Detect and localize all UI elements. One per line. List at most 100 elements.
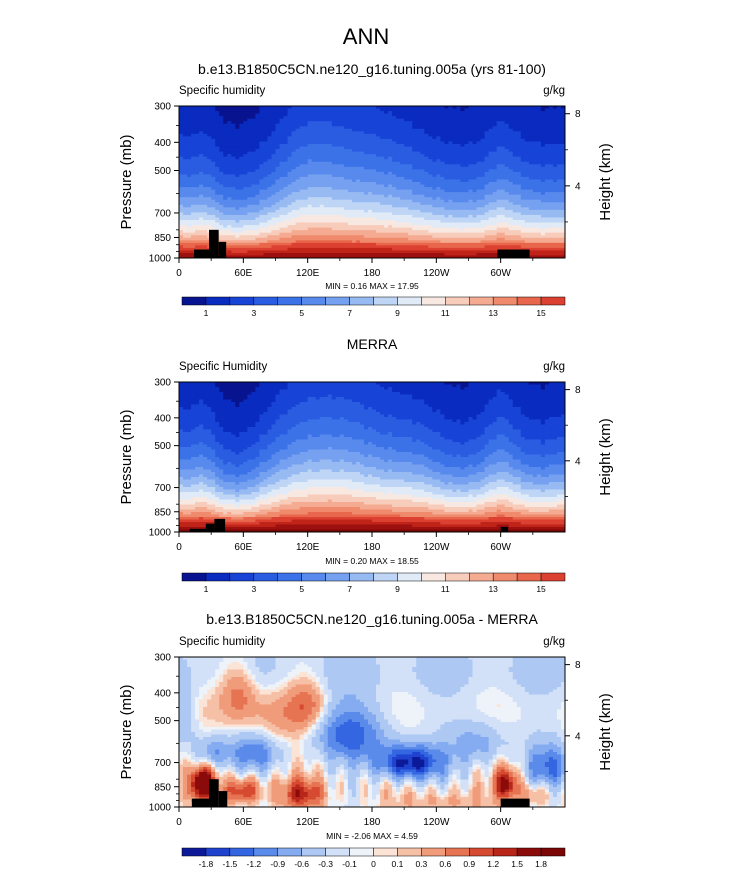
contour-fill-cell: [255, 194, 273, 198]
contour-fill-cell: [416, 794, 421, 798]
contour-fill-cell: [311, 729, 317, 733]
contour-fill-cell: [259, 489, 273, 493]
contour-fill-cell: [243, 707, 285, 711]
contour-fill-cell: [271, 749, 285, 753]
contour-fill-cell: [508, 472, 526, 476]
contour-fill-cell: [291, 482, 365, 486]
contour-fill-cell: [331, 469, 341, 473]
contour-fill-cell: [247, 684, 256, 688]
contour-fill-cell: [243, 689, 252, 693]
contour-fill-cell: [520, 432, 565, 436]
contour-fill-cell: [351, 794, 357, 798]
contour-fill-cell: [331, 722, 345, 726]
contour-fill-cell: [287, 689, 317, 693]
contour-fill-cell: [428, 171, 486, 175]
contour-fill-cell: [331, 747, 349, 751]
contour-fill-cell: [255, 657, 277, 661]
contour-fill-cell: [323, 772, 329, 776]
contour-fill-cell: [287, 409, 377, 413]
contour-fill-cell: [323, 699, 329, 703]
contour-fill-cell: [428, 767, 445, 771]
contour-fill-cell: [376, 242, 565, 246]
contour-fill-cell: [235, 156, 240, 160]
contour-fill-cell: [187, 787, 192, 791]
contour-fill-cell: [412, 694, 441, 698]
contour-fill-cell: [444, 417, 470, 421]
contour-fill-cell: [323, 794, 329, 798]
contour-fill-cell: [299, 214, 345, 219]
contour-fill-cell: [376, 409, 433, 413]
contour-fill-cell: [440, 724, 490, 728]
contour-fill-cell: [347, 794, 353, 798]
contour-fill-cell: [560, 767, 565, 771]
contour-fill-cell: [432, 497, 486, 501]
contour-fill-cell: [219, 457, 256, 461]
contour-fill-cell: [372, 519, 565, 523]
contour-fill-cell: [488, 128, 514, 132]
contour-fill-cell: [191, 724, 200, 728]
terrain-mask: [194, 249, 210, 258]
contour-fill-cell: [380, 672, 417, 676]
contour-fill-cell: [392, 744, 405, 748]
contour-fill-cell: [492, 397, 510, 401]
contour-fill-cell: [452, 784, 458, 788]
contour-fill-cell: [432, 469, 486, 473]
contour-fill-cell: [251, 507, 273, 511]
contour-fill-cell: [496, 794, 510, 798]
contour-fill-cell: [299, 672, 309, 676]
contour-fill-cell: [548, 784, 554, 788]
contour-fill-cell: [271, 217, 293, 221]
contour-fill-cell: [279, 392, 401, 396]
contour-fill-cell: [363, 209, 369, 213]
contour-fill-cell: [327, 742, 341, 746]
contour-fill-cell: [404, 144, 462, 148]
contour-fill-cell: [291, 519, 373, 523]
contour-fill-cell: [291, 106, 377, 110]
contour-fill-cell: [199, 217, 204, 221]
contour-fill-cell: [323, 787, 329, 791]
colorbar-label: 5: [299, 584, 304, 594]
contour-fill-cell: [464, 227, 498, 231]
contour-fill-cell: [380, 669, 413, 673]
contour-fill-cell: [195, 754, 212, 758]
contour-fill-cell: [416, 672, 474, 676]
contour-fill-cell: [303, 762, 309, 766]
contour-fill-cell: [452, 772, 462, 776]
contour-fill-cell: [544, 799, 550, 803]
contour-fill-cell: [420, 151, 490, 155]
contour-fill-cell: [524, 742, 550, 746]
contour-fill-cell: [327, 757, 337, 761]
contour-fill-cell: [215, 764, 228, 768]
contour-fill-cell: [452, 757, 462, 761]
contour-fill-cell: [343, 164, 413, 168]
contour-fill-cell: [255, 789, 261, 793]
contour-fill-cell: [496, 472, 510, 476]
contour-fill-cell: [319, 709, 325, 713]
contour-fill-cell: [440, 479, 482, 483]
contour-fill-cell: [440, 784, 445, 788]
contour-fill-cell: [303, 769, 309, 773]
contour-fill-cell: [303, 662, 325, 666]
contour-fill-cell: [223, 742, 236, 746]
contour-fill-cell: [520, 784, 526, 788]
contour-fill-cell: [540, 439, 546, 443]
contour-fill-cell: [560, 772, 565, 776]
contour-fill-cell: [227, 769, 232, 773]
contour-fill-cell: [532, 189, 565, 193]
contour-fill-cell: [412, 214, 445, 219]
contour-fill-cell: [231, 689, 244, 693]
contour-fill-cell: [351, 462, 357, 466]
contour-fill-cell: [223, 669, 228, 673]
contour-fill-cell: [560, 414, 565, 418]
colorbar-swatch: [516, 296, 542, 306]
contour-fill-cell: [283, 197, 309, 201]
contour-fill-cell: [235, 474, 240, 478]
contour-fill-cell: [372, 712, 385, 716]
contour-fill-cell: [372, 769, 389, 773]
contour-fill-cell: [295, 149, 353, 153]
contour-fill-cell: [279, 237, 409, 241]
contour-fill-cell: [372, 782, 377, 786]
contour-fill-cell: [207, 484, 220, 488]
contour-fill-cell: [508, 767, 518, 771]
contour-fill-cell: [179, 672, 192, 676]
